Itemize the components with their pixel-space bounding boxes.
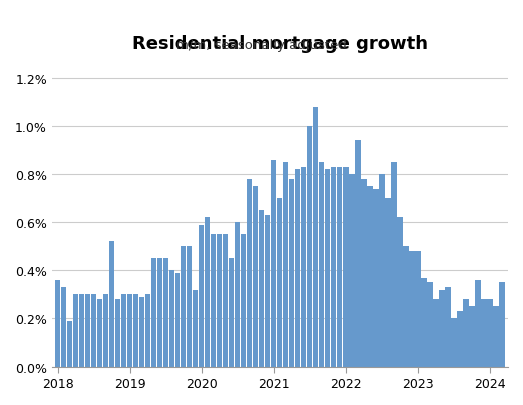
Bar xyxy=(109,242,115,367)
Bar xyxy=(277,199,282,367)
Bar xyxy=(493,307,498,367)
Bar xyxy=(259,211,265,367)
Bar xyxy=(79,295,84,367)
Bar xyxy=(337,168,343,367)
Bar xyxy=(475,280,481,367)
Bar xyxy=(487,299,493,367)
Bar xyxy=(427,283,433,367)
Bar xyxy=(379,175,384,367)
Bar xyxy=(332,168,336,367)
Bar xyxy=(235,223,241,367)
Bar xyxy=(308,127,312,367)
Bar xyxy=(133,295,139,367)
Bar xyxy=(415,252,420,367)
Bar xyxy=(410,252,415,367)
Bar xyxy=(403,247,408,367)
Bar xyxy=(85,295,90,367)
Bar xyxy=(230,259,234,367)
Bar xyxy=(422,278,427,367)
Bar xyxy=(104,295,108,367)
Bar xyxy=(157,259,163,367)
Bar xyxy=(265,215,270,367)
Bar xyxy=(67,321,72,367)
Bar xyxy=(470,307,474,367)
Bar xyxy=(163,259,168,367)
Text: m/m, seasonally adjusted: m/m, seasonally adjusted xyxy=(176,38,347,51)
Bar xyxy=(187,247,192,367)
Bar xyxy=(301,168,306,367)
Bar xyxy=(289,179,294,367)
Bar xyxy=(356,141,360,367)
Bar xyxy=(211,234,217,367)
Bar xyxy=(361,179,367,367)
Bar xyxy=(92,295,96,367)
Bar xyxy=(458,311,462,367)
Bar xyxy=(373,189,379,367)
Bar xyxy=(499,283,505,367)
Bar xyxy=(194,290,198,367)
Bar xyxy=(446,288,450,367)
Bar xyxy=(313,107,319,367)
Bar xyxy=(223,234,229,367)
Bar xyxy=(139,297,144,367)
Bar xyxy=(385,199,391,367)
Bar xyxy=(434,299,438,367)
Bar xyxy=(344,168,348,367)
Bar xyxy=(175,273,180,367)
Bar xyxy=(397,218,403,367)
Bar xyxy=(61,288,66,367)
Bar xyxy=(439,290,445,367)
Bar xyxy=(127,295,132,367)
Bar xyxy=(271,160,277,367)
Bar xyxy=(73,295,78,367)
Bar xyxy=(247,179,253,367)
Bar xyxy=(145,295,151,367)
Bar xyxy=(295,170,301,367)
Bar xyxy=(55,280,61,367)
Bar xyxy=(451,319,457,367)
Bar xyxy=(116,299,120,367)
Bar xyxy=(242,234,246,367)
Bar xyxy=(169,271,175,367)
Bar xyxy=(121,295,127,367)
Bar xyxy=(181,247,187,367)
Bar xyxy=(325,170,331,367)
Bar xyxy=(199,225,204,367)
Bar xyxy=(151,259,156,367)
Bar xyxy=(482,299,486,367)
Bar xyxy=(463,299,469,367)
Bar xyxy=(218,234,222,367)
Bar xyxy=(283,163,289,367)
Bar xyxy=(349,175,355,367)
Bar xyxy=(391,163,396,367)
Bar xyxy=(206,218,210,367)
Bar xyxy=(97,299,103,367)
Bar xyxy=(253,187,258,367)
Title: Residential mortgage growth: Residential mortgage growth xyxy=(132,35,428,53)
Bar xyxy=(320,163,324,367)
Bar xyxy=(367,187,372,367)
